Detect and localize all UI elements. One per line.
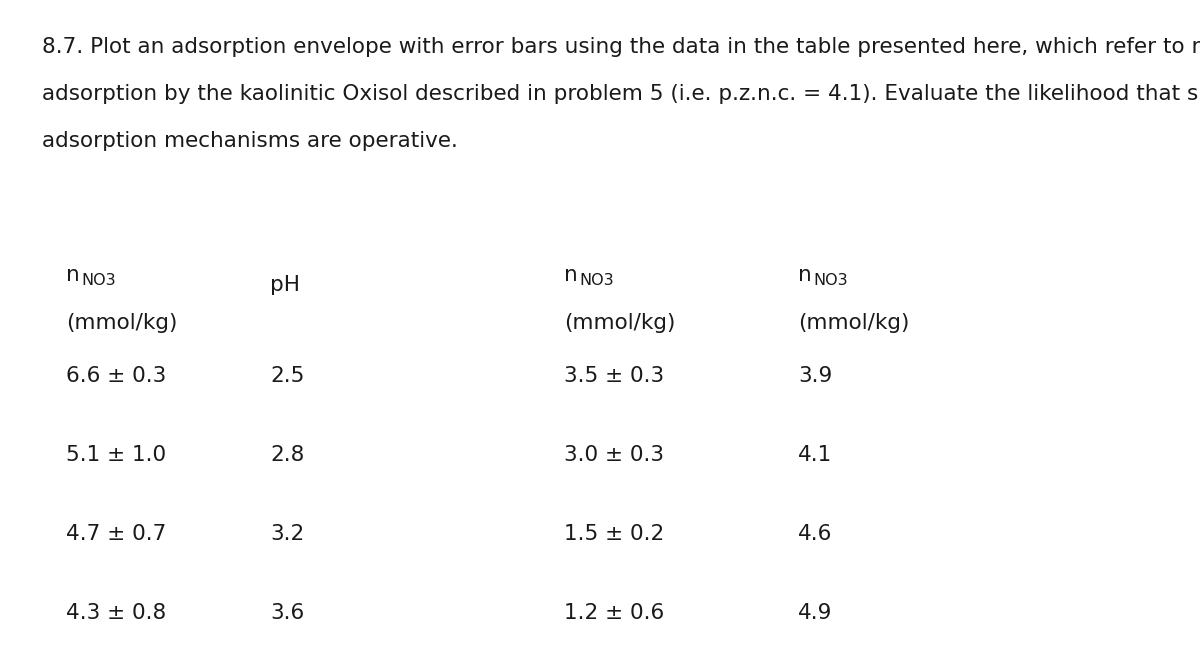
Text: 4.9: 4.9 xyxy=(798,603,833,623)
Text: adsorption by the kaolinitic Oxisol described in problem 5 (i.e. p.z.n.c. = 4.1): adsorption by the kaolinitic Oxisol desc… xyxy=(42,84,1200,104)
Text: NO3: NO3 xyxy=(82,273,116,288)
Text: (mmol/kg): (mmol/kg) xyxy=(564,313,676,333)
Text: 3.9: 3.9 xyxy=(798,366,833,386)
Text: (mmol/kg): (mmol/kg) xyxy=(798,313,910,333)
Text: n: n xyxy=(798,265,811,285)
Text: 4.6: 4.6 xyxy=(798,524,833,544)
Text: 4.3 ± 0.8: 4.3 ± 0.8 xyxy=(66,603,167,623)
Text: 3.5 ± 0.3: 3.5 ± 0.3 xyxy=(564,366,664,386)
Text: 1.2 ± 0.6: 1.2 ± 0.6 xyxy=(564,603,665,623)
Text: adsorption mechanisms are operative.: adsorption mechanisms are operative. xyxy=(42,131,458,151)
Text: 2.5: 2.5 xyxy=(270,366,305,386)
Text: 3.2: 3.2 xyxy=(270,524,305,544)
Text: 5.1 ± 1.0: 5.1 ± 1.0 xyxy=(66,445,166,465)
Text: n: n xyxy=(564,265,577,285)
Text: 4.1: 4.1 xyxy=(798,445,833,465)
Text: NO3: NO3 xyxy=(580,273,614,288)
Text: 2.8: 2.8 xyxy=(270,445,305,465)
Text: n: n xyxy=(66,265,79,285)
Text: 8.7. Plot an adsorption envelope with error bars using the data in the table pre: 8.7. Plot an adsorption envelope with er… xyxy=(42,37,1200,57)
Text: NO3: NO3 xyxy=(814,273,848,288)
Text: 3.0 ± 0.3: 3.0 ± 0.3 xyxy=(564,445,664,465)
Text: pH: pH xyxy=(270,275,300,295)
Text: 4.7 ± 0.7: 4.7 ± 0.7 xyxy=(66,524,167,544)
Text: 6.6 ± 0.3: 6.6 ± 0.3 xyxy=(66,366,167,386)
Text: (mmol/kg): (mmol/kg) xyxy=(66,313,178,333)
Text: 3.6: 3.6 xyxy=(270,603,305,623)
Text: 1.5 ± 0.2: 1.5 ± 0.2 xyxy=(564,524,665,544)
